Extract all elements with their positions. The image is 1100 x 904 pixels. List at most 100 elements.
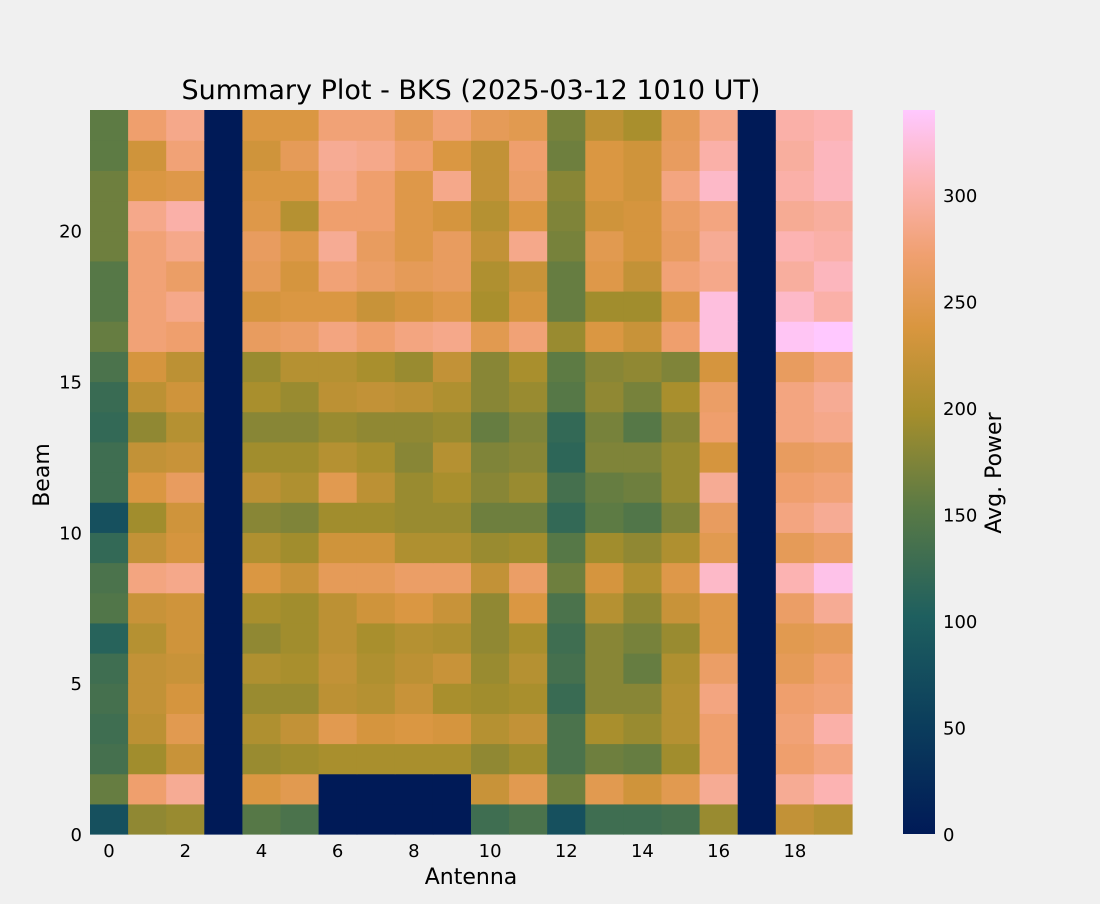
- heatmap-cell: [813, 803, 853, 835]
- heatmap-cell: [509, 472, 548, 503]
- heatmap-cell: [547, 803, 586, 835]
- heatmap-cell: [661, 321, 701, 352]
- heatmap-cell: [509, 170, 548, 202]
- heatmap-cell: [394, 291, 434, 322]
- heatmap-cell: [623, 562, 663, 594]
- heatmap-cell: [204, 110, 243, 141]
- heatmap-cell: [318, 381, 358, 413]
- heatmap-cell: [318, 291, 358, 322]
- heatmap-cell: [128, 321, 167, 352]
- heatmap-cell: [318, 803, 358, 835]
- heatmap-cell: [166, 291, 205, 322]
- heatmap-cell: [356, 441, 396, 473]
- heatmap-cell: [432, 472, 472, 503]
- heatmap-cell: [737, 502, 777, 533]
- heatmap-cell: [90, 381, 129, 413]
- heatmap-cell: [547, 381, 586, 413]
- heatmap-cell: [432, 622, 472, 654]
- heatmap-cell: [204, 622, 243, 654]
- heatmap-cell: [432, 140, 472, 171]
- heatmap-cell: [699, 653, 739, 684]
- heatmap-cell: [166, 260, 205, 292]
- heatmap-cell: [432, 713, 472, 745]
- x-tick-label: 10: [479, 841, 502, 862]
- heatmap-cell: [699, 110, 739, 141]
- heatmap-cell: [509, 683, 548, 714]
- heatmap-cell: [471, 472, 510, 503]
- heatmap-cell: [128, 562, 167, 594]
- heatmap-cell: [813, 502, 853, 533]
- heatmap-cell: [775, 592, 815, 624]
- heatmap-cell: [585, 230, 624, 262]
- heatmap-cell: [280, 562, 320, 594]
- heatmap-cell: [432, 532, 472, 564]
- heatmap-cell: [356, 743, 396, 775]
- heatmap-cell: [623, 381, 663, 413]
- heatmap-cell: [547, 321, 586, 352]
- heatmap-cell: [661, 411, 701, 443]
- heatmap-cell: [585, 472, 624, 503]
- heatmap-cell: [394, 441, 434, 473]
- heatmap-cell: [661, 381, 701, 413]
- heatmap-cell: [318, 683, 358, 714]
- heatmap-cell: [699, 502, 739, 533]
- heatmap-cell: [661, 743, 701, 775]
- heatmap-cell: [471, 260, 510, 292]
- heatmap-cell: [432, 110, 472, 141]
- heatmap-cell: [623, 200, 663, 232]
- heatmap-cell: [242, 140, 282, 171]
- heatmap-cell: [737, 381, 777, 413]
- heatmap-cell: [394, 713, 434, 745]
- heatmap-cell: [737, 592, 777, 624]
- heatmap-cell: [661, 260, 701, 292]
- heatmap-cell: [699, 321, 739, 352]
- heatmap-cell: [90, 291, 129, 322]
- heatmap-cell: [318, 592, 358, 624]
- heatmap-cell: [737, 622, 777, 654]
- heatmap-cell: [509, 351, 548, 383]
- heatmap-cell: [471, 411, 510, 443]
- heatmap-cell: [90, 260, 129, 292]
- heatmap-cell: [775, 321, 815, 352]
- heatmap-cell: [813, 653, 853, 684]
- heatmap-cell: [509, 260, 548, 292]
- heatmap-cell: [280, 321, 320, 352]
- heatmap-cell: [432, 653, 472, 684]
- heatmap-cell: [661, 140, 701, 171]
- heatmap-cell: [166, 622, 205, 654]
- heatmap-cell: [166, 653, 205, 684]
- heatmap-cell: [432, 321, 472, 352]
- heatmap-cell: [737, 743, 777, 775]
- heatmap-cell: [585, 713, 624, 745]
- heatmap-cell: [699, 200, 739, 232]
- heatmap-cell: [242, 351, 282, 383]
- heatmap-cell: [394, 622, 434, 654]
- heatmap-cell: [661, 803, 701, 835]
- heatmap-cell: [623, 653, 663, 684]
- heatmap-cell: [242, 773, 282, 805]
- heatmap-cell: [204, 411, 243, 443]
- heatmap-cell: [166, 441, 205, 473]
- heatmap-cell: [509, 562, 548, 594]
- heatmap-cell: [242, 532, 282, 564]
- heatmap-cell: [547, 743, 586, 775]
- heatmap-cell: [661, 773, 701, 805]
- heatmap-cell: [394, 411, 434, 443]
- heatmap-cell: [128, 743, 167, 775]
- heatmap-cell: [90, 170, 129, 202]
- heatmap-cell: [775, 170, 815, 202]
- heatmap-cell: [509, 803, 548, 835]
- heatmap-cell: [699, 260, 739, 292]
- heatmap-cell: [661, 230, 701, 262]
- heatmap-cell: [128, 713, 167, 745]
- heatmap-cell: [471, 291, 510, 322]
- heatmap-cell: [432, 743, 472, 775]
- heatmap-cell: [242, 743, 282, 775]
- heatmap-cell: [775, 472, 815, 503]
- heatmap-cell: [356, 321, 396, 352]
- heatmap-cell: [128, 170, 167, 202]
- heatmap-cell: [699, 411, 739, 443]
- heatmap-cell: [699, 532, 739, 564]
- heatmap-cell: [585, 411, 624, 443]
- heatmap-cell: [356, 110, 396, 141]
